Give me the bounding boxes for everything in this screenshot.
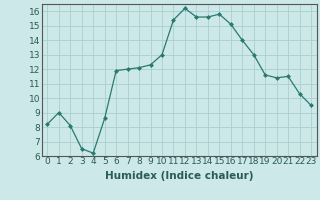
X-axis label: Humidex (Indice chaleur): Humidex (Indice chaleur) (105, 171, 253, 181)
